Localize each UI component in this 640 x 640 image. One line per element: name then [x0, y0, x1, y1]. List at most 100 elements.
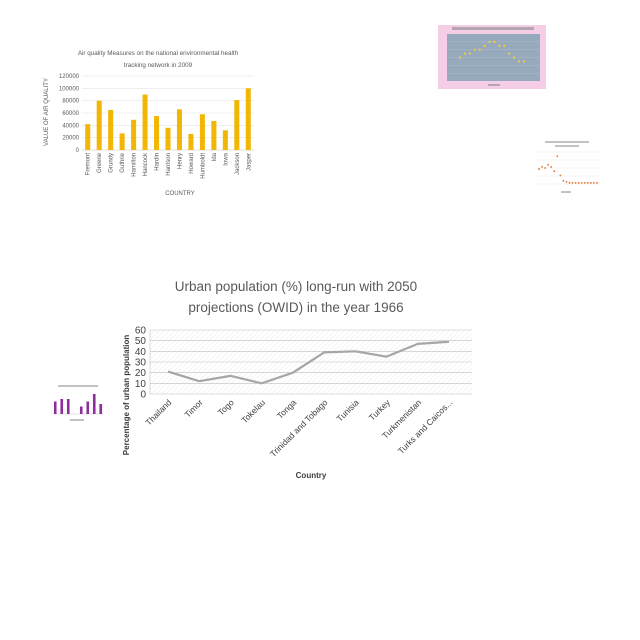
bar-chart-bar [188, 133, 194, 150]
thumbnail-scatter-point [517, 60, 521, 63]
thumbnail-scatter-point [547, 163, 550, 166]
thumbnail-scatter-point [483, 44, 486, 47]
thumbnail-scatter-point [565, 180, 568, 183]
air-quality-bar-chart: Air quality Measures on the national env… [44, 50, 254, 197]
line-chart-title-line2: projections (OWID) in the year 1966 [188, 300, 403, 315]
thumbnail-bar [53, 401, 57, 414]
bar-chart-x-tick-label: Guthrie [120, 152, 126, 172]
thumbnail-bar [60, 399, 64, 414]
line-chart-hatch-pattern [470, 392, 472, 394]
thumbnail-scatter-point [568, 182, 571, 184]
line-chart-hatch-pattern [150, 330, 156, 336]
thumbnail-title-bar [555, 145, 579, 147]
line-chart-x-tick-label: Timor [182, 397, 204, 419]
bar-chart-x-tick-label: Harrison [166, 153, 172, 176]
thumbnail-scatter-point [596, 182, 598, 184]
thumbnail-scatter-point [544, 167, 547, 169]
bar-chart-x-tick-label: Grundy [109, 153, 115, 173]
orange-scatter-thumbnail [527, 138, 605, 196]
bar-chart-bar [199, 114, 205, 150]
bar-chart-bar [131, 119, 137, 150]
line-chart-y-tick-label: 20 [135, 368, 147, 379]
line-chart-x-tick-label: Tunisia [335, 397, 361, 423]
bar-chart-x-axis-label: COUNTRY [165, 191, 195, 197]
line-chart-y-tick-label: 50 [135, 336, 147, 347]
line-chart-x-tick-label: Turkey [367, 397, 393, 423]
thumbnail-title-bar [452, 27, 534, 30]
bar-chart-bar [96, 100, 102, 150]
thumbnail-scatter-point [493, 40, 496, 43]
thumbnail-bar [99, 404, 103, 414]
bar-chart-x-tick-label: Hamilton [132, 153, 138, 177]
thumbnail-background [44, 384, 108, 424]
bar-chart-y-tick-label: 120000 [59, 74, 80, 80]
line-chart-x-tick-label: Tokelau [239, 397, 267, 425]
bar-chart-x-tick-label: Iowa [223, 152, 229, 165]
thumbnail-bar [92, 394, 96, 414]
thumbnail-scatter-point [571, 182, 574, 184]
thumbnail-scatter-point [577, 182, 580, 184]
line-chart-x-tick-label: Thailand [143, 397, 173, 427]
line-chart-x-axis-label: Country [296, 471, 327, 480]
bar-chart-bar [234, 100, 240, 150]
bar-chart-bar [154, 116, 160, 150]
thumbnail-bar [66, 399, 70, 414]
bar-chart-title-line1: Air quality Measures on the national env… [78, 50, 239, 57]
urban-population-line-chart: Urban population (%) long-run with 2050 … [122, 279, 472, 480]
line-chart-series-line [167, 340, 450, 385]
bar-chart-x-tick-label: Jasper [246, 153, 252, 171]
thumbnail-scatter-point [538, 168, 540, 170]
thumbnail-scatter-point [586, 182, 589, 184]
bar-chart-bar [108, 109, 114, 150]
thumbnail-axis-label-bar [488, 84, 500, 86]
thumbnail-scatter-point [513, 56, 516, 59]
bar-chart-y-tick-label: 40000 [62, 123, 79, 129]
bar-chart-bar [176, 109, 182, 150]
thumbnail-scatter-point [589, 182, 592, 184]
bar-chart-x-tick-label: Ida [212, 152, 218, 161]
thumbnail-scatter-point [498, 44, 501, 47]
line-chart-y-tick-label: 0 [140, 390, 146, 401]
thumbnail-scatter-point [583, 182, 586, 184]
thumbnail-scatter-point [593, 182, 595, 184]
bar-chart-bar [245, 88, 251, 150]
bar-chart-y-tick-label: 60000 [62, 111, 79, 117]
bar-chart-x-tick-label: Fremont [86, 153, 92, 176]
line-chart-title-line1: Urban population (%) long-run with 2050 [175, 279, 417, 294]
bar-chart-y-tick-label: 80000 [62, 99, 79, 105]
thumbnail-scatter-point [463, 52, 467, 55]
thumbnail-scatter-point [458, 56, 462, 59]
bar-chart-x-tick-label: Hancock [143, 152, 149, 176]
thumbnail-axis-label-bar [70, 419, 84, 421]
bar-chart-y-axis-label: VALUE OF AIR QUALITY [44, 78, 50, 146]
thumbnail-scatter-point [488, 40, 491, 43]
line-chart-x-tick-label: Turks and Caicos... [396, 397, 455, 456]
bar-chart-x-tick-label: Humboldt [200, 153, 206, 179]
line-chart-y-tick-label: 10 [135, 379, 147, 390]
thumbnail-scatter-point [562, 179, 565, 182]
line-chart-y-tick-label: 40 [135, 347, 147, 358]
thumbnail-title-bar [58, 385, 98, 387]
thumbnail-scatter-point [473, 48, 476, 51]
bar-chart-bar [119, 133, 125, 150]
thumbnail-scatter-point [541, 166, 543, 168]
thumbnail-scatter-point [550, 166, 553, 168]
purple-bar-thumbnail [44, 384, 108, 424]
bar-chart-x-tick-label: Henry [177, 153, 183, 169]
thumbnail-background [527, 138, 605, 196]
bar-chart-x-tick-label: Jackson [235, 153, 241, 175]
bar-chart-bar [85, 124, 91, 150]
bar-chart-x-tick-label: Hardin [155, 153, 161, 171]
bar-chart-x-tick-label: Greene [97, 152, 103, 173]
line-chart-y-axis-label: Percentage of urban population [122, 335, 131, 456]
bar-chart-title-line2: tracking network in 2009 [124, 62, 193, 69]
thumbnail-scatter-point [559, 174, 562, 177]
bar-chart-y-tick-label: 20000 [62, 136, 79, 142]
thumbnail-scatter-point [522, 60, 526, 63]
line-chart-x-tick-label: Trinidad and Tobago [268, 397, 330, 459]
thumbnail-scatter-point [556, 155, 559, 158]
thumbnail-scatter-point [580, 182, 583, 184]
line-chart-x-tick-label: Tonga [275, 397, 299, 421]
bar-chart-x-tick-label: Howard [189, 153, 195, 174]
thumbnail-bar [79, 406, 83, 414]
